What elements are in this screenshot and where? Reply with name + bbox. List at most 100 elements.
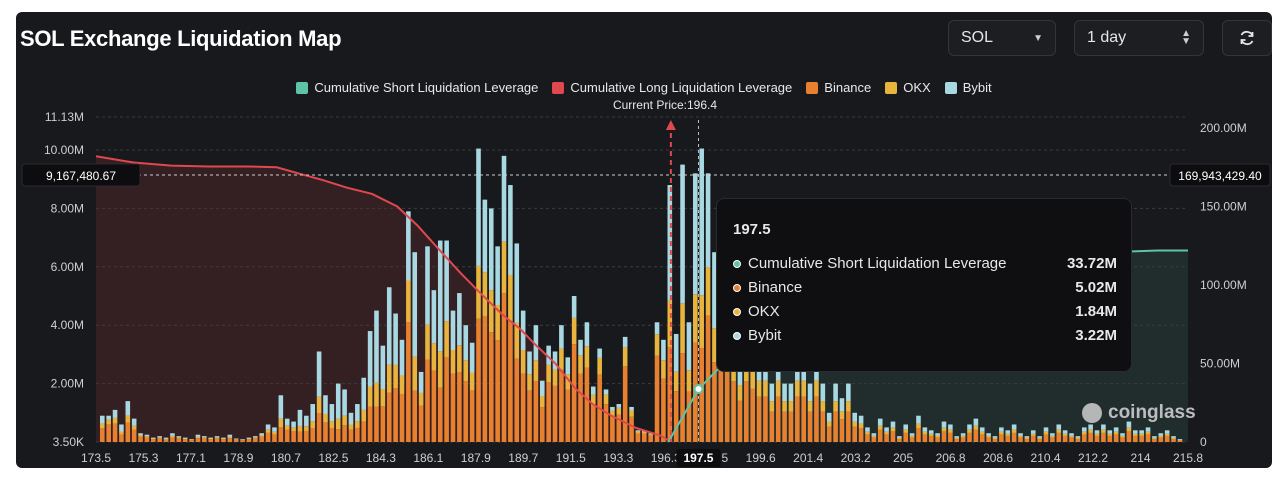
bar-okx	[202, 437, 207, 439]
bar-binance	[654, 355, 660, 442]
legend-item-long[interactable]: Cumulative Long Liquidation Leverage	[552, 80, 792, 95]
bar-bybit	[986, 433, 991, 436]
bar-bybit	[571, 295, 577, 318]
refresh-icon	[1240, 30, 1254, 46]
bar-binance	[310, 427, 316, 442]
tooltip-row-label: Binance	[748, 279, 803, 296]
bar-binance	[227, 438, 233, 442]
bar-bybit	[673, 333, 679, 372]
bar-bybit	[1043, 427, 1049, 432]
bar-okx	[1005, 433, 1011, 436]
bar-binance	[648, 435, 653, 442]
current-price-label: Current Price:196.4	[612, 98, 718, 112]
bar-bybit	[514, 243, 520, 323]
bar-binance	[488, 332, 494, 442]
bar-okx	[916, 423, 921, 429]
bar-bybit	[469, 342, 475, 373]
bar-bybit	[584, 322, 590, 347]
bar-binance	[291, 431, 296, 442]
bar-okx	[967, 429, 972, 433]
bar-okx	[488, 290, 494, 333]
legend-swatch	[885, 81, 898, 94]
bar-binance	[979, 434, 985, 442]
bar-bybit	[1158, 433, 1164, 436]
legend-item-bybit[interactable]: Bybit	[944, 80, 992, 95]
x-axis-tick-label: 173.5	[81, 451, 111, 465]
bar-bybit	[437, 240, 443, 352]
bar-okx	[444, 321, 449, 358]
bar-binance	[335, 429, 341, 442]
bar-binance	[744, 381, 749, 442]
bar-bybit	[680, 164, 685, 304]
legend-item-okx[interactable]: OKX	[885, 80, 931, 95]
bar-okx	[297, 425, 303, 432]
bar-binance	[457, 372, 462, 442]
bar-okx	[1069, 435, 1074, 438]
bar-binance	[616, 414, 622, 442]
x-axis-tick-label: 201.4	[793, 451, 823, 465]
bar-binance	[316, 413, 322, 442]
bar-bybit	[559, 325, 564, 349]
bar-binance	[431, 370, 437, 442]
legend-item-binance[interactable]: Binance	[806, 80, 871, 95]
bar-bybit	[342, 389, 347, 416]
bar-okx	[1120, 435, 1125, 438]
symbol-select[interactable]: SOL ▼	[948, 20, 1056, 56]
bar-binance	[884, 434, 889, 442]
bar-okx	[393, 364, 398, 389]
bar-okx	[457, 345, 462, 373]
bar-okx	[182, 438, 188, 440]
bar-okx	[897, 437, 902, 439]
bar-okx	[763, 380, 768, 397]
bar-binance	[1171, 438, 1176, 442]
bar-bybit	[1062, 430, 1068, 434]
bar-okx	[737, 385, 743, 401]
bar-binance	[144, 437, 150, 442]
bar-okx	[284, 425, 290, 430]
bar-bybit	[1075, 436, 1081, 438]
bar-okx	[1158, 435, 1164, 438]
bar-binance	[1050, 437, 1055, 442]
bar-bybit	[380, 345, 386, 390]
coinglass-watermark: coinglass	[1082, 402, 1196, 424]
bar-binance	[903, 432, 909, 442]
bar-bybit	[603, 389, 609, 395]
bar-binance	[737, 400, 743, 442]
bar-okx	[527, 374, 532, 391]
bar-bybit	[119, 424, 124, 432]
bar-bybit	[233, 438, 239, 440]
range-select[interactable]: 1 day ▲ ▼	[1074, 20, 1204, 56]
bar-binance	[999, 434, 1004, 442]
bar-okx	[890, 427, 896, 432]
bar-okx	[775, 380, 781, 397]
bar-okx	[903, 429, 909, 433]
bar-bybit	[597, 348, 602, 358]
bar-binance	[584, 367, 590, 442]
bar-okx	[616, 407, 622, 415]
bar-binance	[1024, 438, 1030, 442]
bar-okx	[1043, 431, 1049, 435]
bar-binance	[1158, 437, 1164, 442]
bar-okx	[265, 429, 271, 433]
bar-bybit	[941, 421, 947, 428]
bar-okx	[151, 438, 156, 440]
bar-okx	[960, 435, 966, 438]
bar-bybit	[463, 325, 469, 361]
bar-bybit	[661, 339, 666, 361]
bar-bybit	[884, 427, 889, 432]
bar-okx	[1139, 433, 1144, 436]
bar-bybit	[807, 383, 813, 402]
bar-bybit	[928, 430, 934, 434]
bar-okx	[106, 419, 111, 425]
tooltip-dot-binance	[733, 283, 741, 292]
legend-item-short[interactable]: Cumulative Short Liquidation Leverage	[296, 80, 538, 95]
bar-okx	[1030, 433, 1036, 436]
bar-bybit	[259, 433, 265, 435]
bar-bybit	[227, 434, 233, 437]
bar-binance	[1030, 435, 1036, 442]
refresh-button[interactable]	[1222, 20, 1272, 56]
bar-okx	[795, 380, 800, 397]
bar-binance	[151, 439, 156, 442]
bar-bybit	[214, 436, 220, 438]
bar-okx	[603, 394, 609, 405]
